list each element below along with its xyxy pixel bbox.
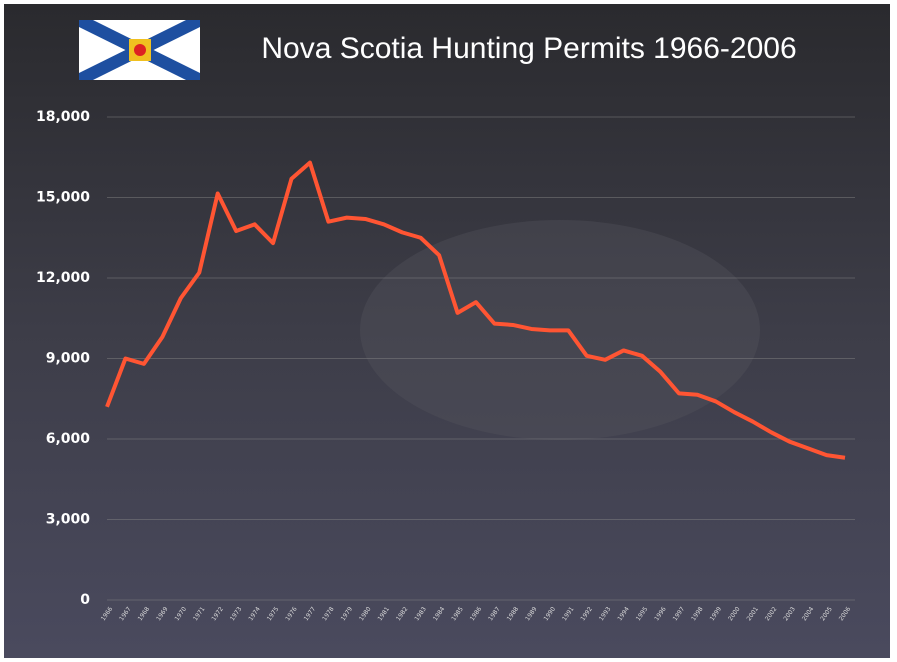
y-tick-label: 3,000 [46,512,91,528]
y-tick-label: 15,000 [36,190,90,206]
flag [79,20,200,80]
y-tick-label: 18,000 [36,109,90,125]
y-tick-label: 12,000 [36,270,90,286]
y-tick-label: 0 [80,592,90,608]
y-tick-label: 6,000 [46,431,91,447]
chart-title: Nova Scotia Hunting Permits 1966-2006 [261,32,796,65]
page: {"chart_data": {"type": "line", "title":… [0,0,897,662]
chart: Nova Scotia Hunting Permits 1966-2006 0 3… [0,0,897,662]
y-tick-label: 9,000 [46,351,91,367]
